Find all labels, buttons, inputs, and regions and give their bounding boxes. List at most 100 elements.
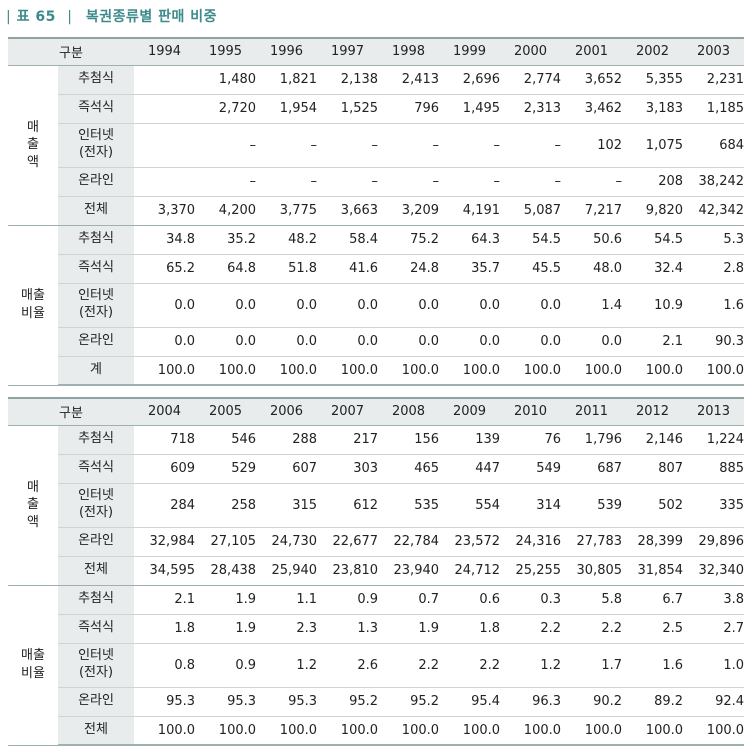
- value-cell: 100.0: [378, 356, 440, 386]
- value-cell: –: [317, 167, 379, 197]
- value-cell: 1.0: [683, 643, 745, 688]
- header-year-cell: 2002: [622, 37, 684, 66]
- value-cell: 0.0: [317, 283, 379, 328]
- group-label-line: 비율: [21, 666, 45, 681]
- value-cell: 2,774: [500, 65, 562, 95]
- value-cell: 100.0: [683, 716, 745, 746]
- value-cell: 100.0: [683, 356, 745, 386]
- value-cell: 100.0: [195, 356, 257, 386]
- value-cell: 76: [500, 425, 562, 455]
- row-label: 인터넷 (전자): [78, 488, 114, 520]
- value-cell: –: [195, 167, 257, 197]
- value-cell: 1,796: [561, 425, 623, 455]
- value-cell: 90.2: [561, 687, 623, 717]
- value-cell: 1.3: [317, 614, 379, 644]
- value-cell: 3,209: [378, 196, 440, 226]
- value-cell: 0.3: [500, 585, 562, 615]
- value-cell: 95.3: [256, 687, 318, 717]
- row-label: 전체: [84, 721, 108, 737]
- value-cell: 607: [256, 454, 318, 484]
- table-row: 인터넷 (전자) 0.8 0.9 1.2 2.6 2.2 2.2 1.2 1.7 1.6 1.0: [8, 643, 745, 688]
- value-cell: 100.0: [439, 716, 501, 746]
- value-cell: 27,783: [561, 527, 623, 557]
- group-label-line: 매출: [21, 288, 45, 304]
- value-cell: 2,231: [683, 65, 745, 95]
- value-cell: 2,138: [317, 65, 379, 95]
- value-cell: 100.0: [439, 356, 501, 386]
- value-cell: 100.0: [561, 716, 623, 746]
- value-cell: –: [439, 123, 501, 168]
- value-cell: 1.8: [134, 614, 196, 644]
- row-label: 즉석식: [78, 100, 114, 116]
- value-cell: 2.2: [500, 614, 562, 644]
- value-cell: 51.8: [256, 254, 318, 284]
- value-cell: 1,821: [256, 65, 318, 95]
- row-label-cell: 온라인: [58, 527, 135, 557]
- value-cell: 100.0: [500, 716, 562, 746]
- value-cell: 2,146: [622, 425, 684, 455]
- value-cell: 100.0: [378, 716, 440, 746]
- value-cell: 549: [500, 454, 562, 484]
- value-cell: 687: [561, 454, 623, 484]
- value-cell: 90.3: [683, 327, 745, 357]
- header-year-cell: 1997: [317, 37, 379, 66]
- value-cell: 24,712: [439, 556, 501, 586]
- header-year-cell: 1998: [378, 37, 440, 66]
- table-row: 매출 비율 추첨식 34.8 35.2 48.2 58.4 75.2 64.3 54.5 50.6 5…: [8, 225, 745, 386]
- table-row: 즉석식 2,720 1,954 1,525 796 1,495 2,313 3,462 3,18…: [8, 94, 745, 124]
- value-cell: 612: [317, 483, 379, 528]
- value-cell: 1.4: [561, 283, 623, 328]
- value-cell: 24.8: [378, 254, 440, 284]
- table-row: 즉석식 65.2 64.8 51.8 41.6 24.8 35.7 45.5 48.0 32.4 2…: [8, 254, 745, 284]
- table-row: 온라인 32,984 27,105 24,730 22,677 22,784 23,572 2…: [8, 527, 745, 557]
- value-cell: 284: [134, 483, 196, 528]
- value-cell: 1.7: [561, 643, 623, 688]
- table-row: 매 출 액 추첨식 1,480 1,821 2,138 2,413 2,696 2,774 3,65…: [8, 65, 745, 226]
- value-cell: –: [378, 123, 440, 168]
- value-cell: 0.0: [500, 327, 562, 357]
- value-cell: 35.2: [195, 225, 257, 255]
- value-cell: 32,984: [134, 527, 196, 557]
- row-label-cell: 추첨식: [58, 425, 135, 455]
- value-cell: 314: [500, 483, 562, 528]
- value-cell: 1,495: [439, 94, 501, 124]
- value-cell: 807: [622, 454, 684, 484]
- value-cell: 0.0: [134, 327, 196, 357]
- row-label-cell: 인터넷 (전자): [58, 643, 135, 688]
- value-cell: 22,677: [317, 527, 379, 557]
- value-cell: 64.8: [195, 254, 257, 284]
- header-year-cell: 2004: [134, 397, 196, 426]
- value-cell: 100.0: [500, 356, 562, 386]
- caption-bar-right: |: [67, 9, 73, 25]
- value-cell: 31,854: [622, 556, 684, 586]
- value-cell: 95.3: [134, 687, 196, 717]
- value-cell: 54.5: [500, 225, 562, 255]
- row-label: 전체: [84, 562, 108, 578]
- value-cell: 10.9: [622, 283, 684, 328]
- value-cell: 1,954: [256, 94, 318, 124]
- value-cell: 100.0: [134, 716, 196, 746]
- value-cell: 0.8: [134, 643, 196, 688]
- row-label-cell: 온라인: [58, 167, 135, 197]
- value-cell: 34,595: [134, 556, 196, 586]
- table-row: 전체 100.0 100.0 100.0 100.0 100.0 100.0 100.0 100…: [8, 716, 745, 746]
- row-label: 온라인: [78, 693, 114, 709]
- value-cell: 0.9: [317, 585, 379, 615]
- value-cell: 554: [439, 483, 501, 528]
- value-cell: 1,525: [317, 94, 379, 124]
- value-cell: 38,242: [683, 167, 745, 197]
- value-cell: 3,462: [561, 94, 623, 124]
- header-year-cell: 1999: [439, 37, 501, 66]
- row-label: 인터넷 (전자): [78, 648, 114, 680]
- value-cell: 315: [256, 483, 318, 528]
- header-year-cell: 1995: [195, 37, 257, 66]
- row-label-cell: 인터넷 (전자): [58, 123, 135, 168]
- value-cell: 45.5: [500, 254, 562, 284]
- value-cell: 2.6: [317, 643, 379, 688]
- row-label: 즉석식: [78, 260, 114, 276]
- value-cell: 156: [378, 425, 440, 455]
- row-label: 추첨식: [78, 71, 114, 87]
- group-label-cell: 매출 비율: [8, 585, 58, 746]
- value-cell: 0.0: [439, 327, 501, 357]
- value-cell: 2.2: [378, 643, 440, 688]
